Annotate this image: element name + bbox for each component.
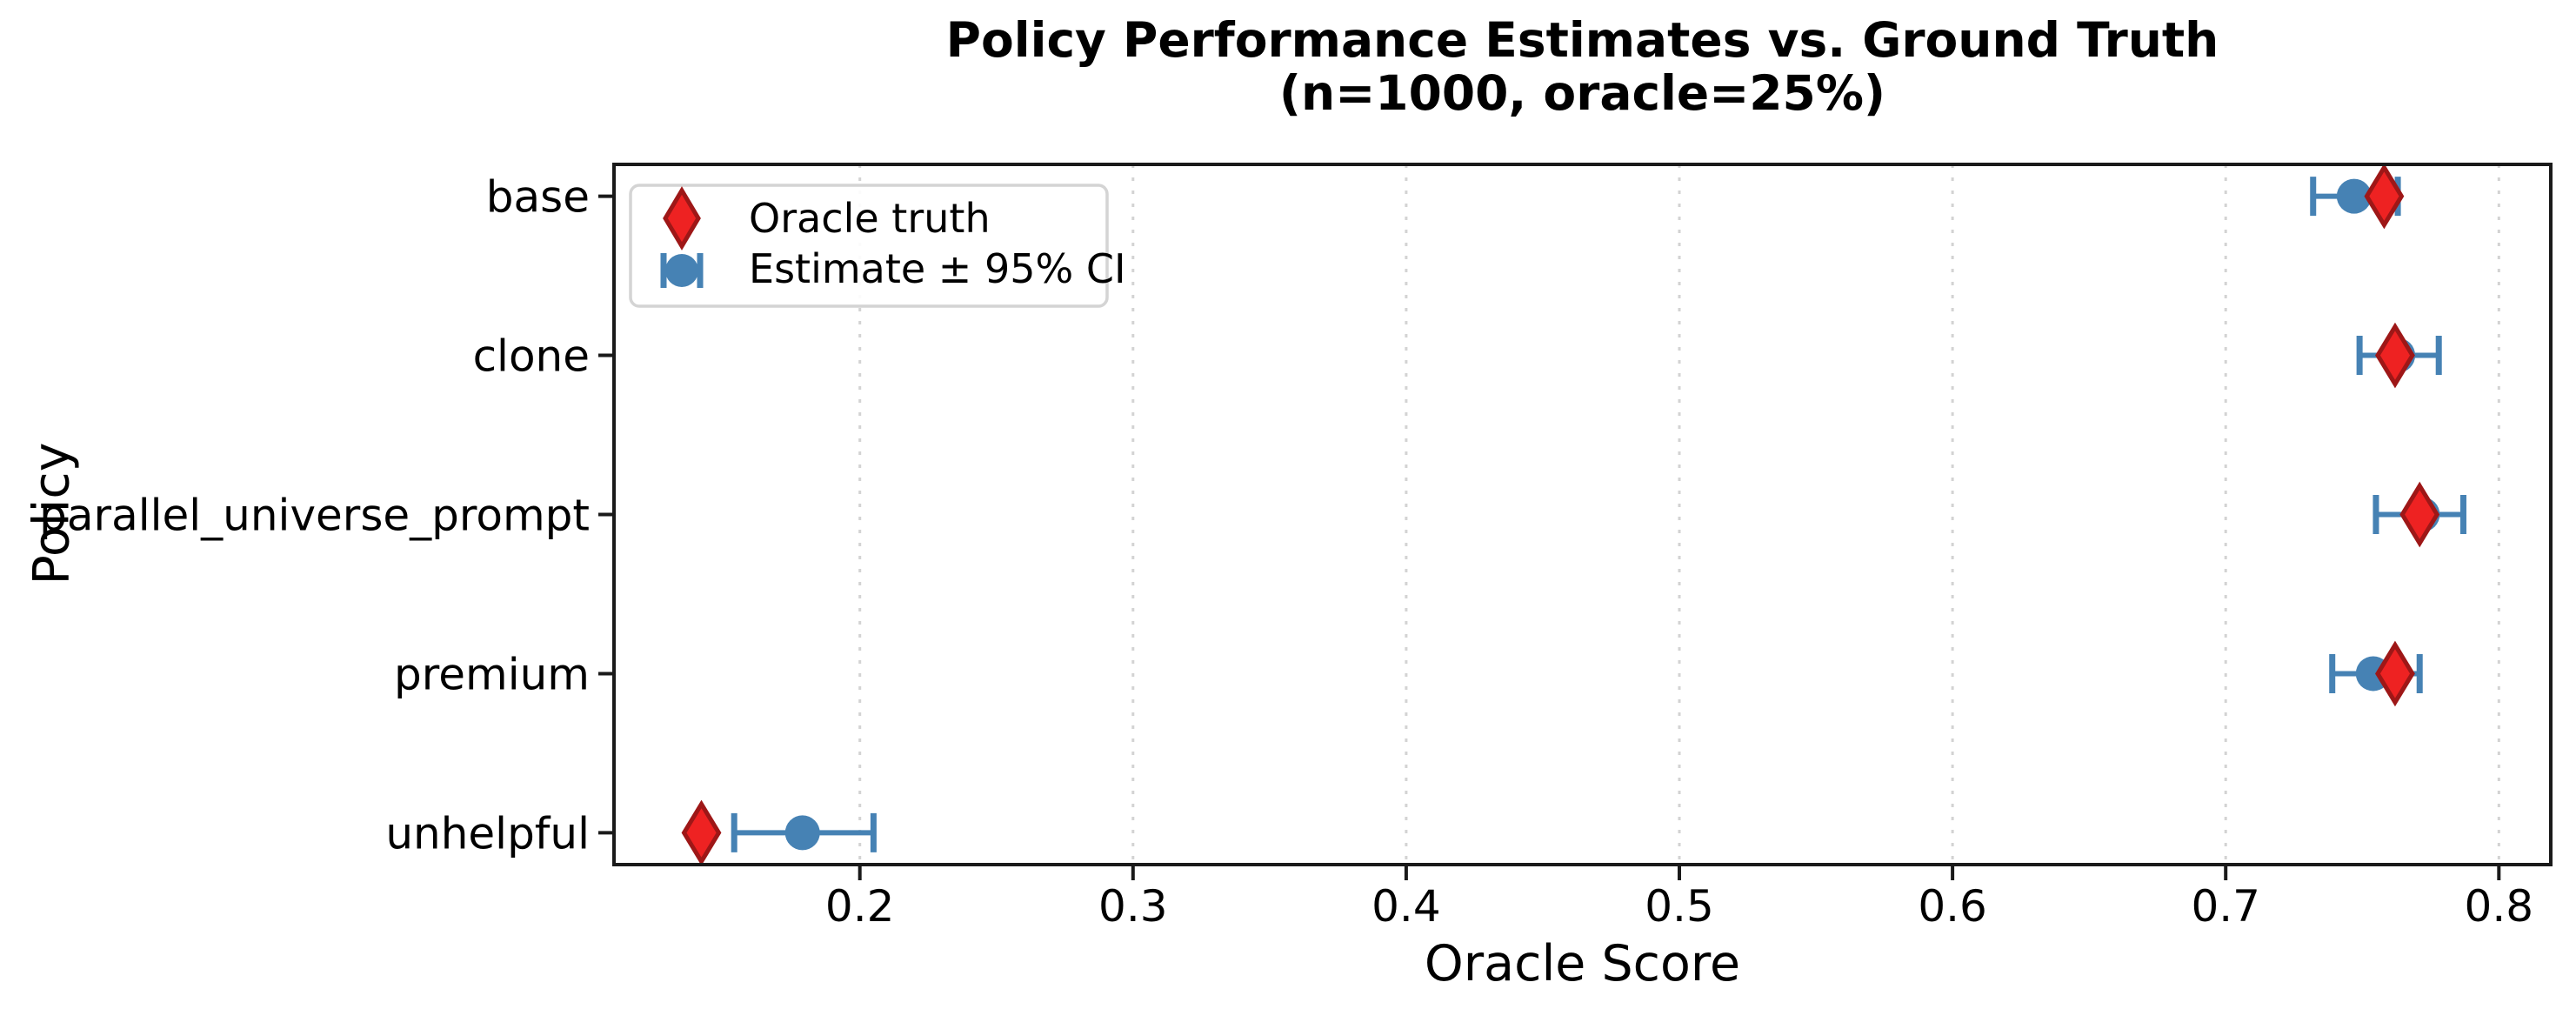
truth-diamond — [2399, 481, 2440, 548]
x-axis: 0.2 0.3 0.4 0.5 0.6 0.7 0.8 — [825, 865, 2533, 932]
truth-diamond — [681, 799, 722, 866]
chart-title-line2: (n=1000, oracle=25%) — [1278, 65, 1886, 121]
y-tick-label: unhelpful — [385, 808, 590, 859]
y-axis: base clone parallel_universe_promptpremium… — [39, 172, 614, 859]
y-tick-label: premium — [394, 649, 590, 699]
x-tick-label: 0.7 — [2191, 881, 2260, 932]
x-axis-label: Oracle Score — [1424, 935, 1741, 992]
x-tick-label: 0.6 — [1918, 881, 1987, 932]
x-tick-label: 0.4 — [1371, 881, 1441, 932]
estimate-point — [784, 815, 820, 851]
legend-item-oracle-truth: Oracle truth — [663, 186, 991, 251]
truth-diamond — [2375, 322, 2415, 389]
x-tick-label: 0.5 — [1645, 881, 1714, 932]
estimate-point — [2336, 178, 2372, 214]
x-tick-label: 0.2 — [825, 881, 895, 932]
legend-item-estimate: Estimate ± 95% CI — [660, 245, 1126, 292]
truth-series — [681, 163, 2440, 866]
y-tick-label: base — [486, 172, 590, 223]
y-tick-label: clone — [473, 331, 590, 382]
truth-diamond — [2364, 163, 2405, 230]
x-tick-label: 0.8 — [2465, 881, 2534, 932]
truth-diamond — [2375, 640, 2415, 707]
chart-title-line1: Policy Performance Estimates vs. Ground … — [945, 12, 2219, 68]
legend-label: Oracle truth — [749, 195, 991, 242]
x-tick-label: 0.3 — [1098, 881, 1168, 932]
legend-diamond-icon — [663, 186, 701, 251]
legend-circle-icon — [665, 254, 698, 287]
y-tick-label: parallel_universe_prompt — [39, 491, 590, 541]
legend-box — [629, 184, 1109, 308]
legend-label: Estimate ± 95% CI — [749, 245, 1126, 292]
